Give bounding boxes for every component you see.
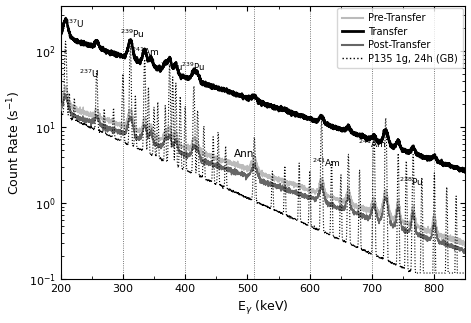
Text: Ann.: Ann.	[234, 149, 258, 159]
Y-axis label: Count Rate (s$^{-1}$): Count Rate (s$^{-1}$)	[6, 90, 23, 194]
Text: $^{241}$Am: $^{241}$Am	[358, 138, 387, 150]
Text: $^{241}$Am: $^{241}$Am	[312, 157, 341, 169]
Text: $^{238}$Pu: $^{238}$Pu	[399, 175, 424, 188]
Text: $^{237}$U: $^{237}$U	[64, 18, 84, 30]
Legend: Pre-Transfer, Transfer, Post-Transfer, P135 1g, 24h (GB): Pre-Transfer, Transfer, Post-Transfer, P…	[337, 8, 463, 68]
Text: $^{239}$Pu: $^{239}$Pu	[120, 28, 145, 40]
X-axis label: E$_\gamma$ (keV): E$_\gamma$ (keV)	[237, 299, 289, 318]
Text: $^{241}$Am: $^{241}$Am	[131, 46, 160, 58]
Text: $^{239}$Pu$^{239}$Pu: $^{239}$Pu$^{239}$Pu	[160, 60, 205, 73]
Text: $^{237}$U: $^{237}$U	[79, 68, 99, 80]
